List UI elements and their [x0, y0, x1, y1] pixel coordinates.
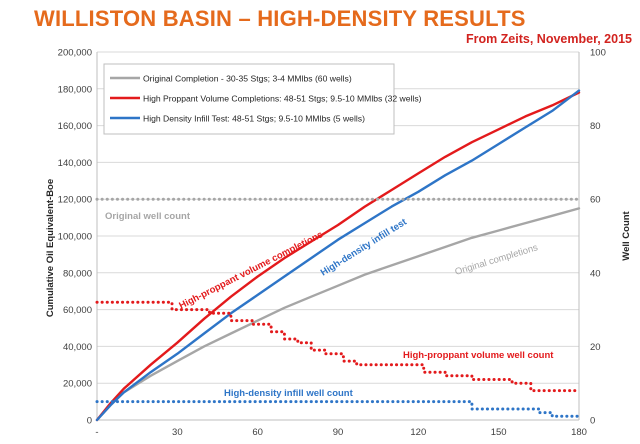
x-tick-label: 60	[252, 427, 263, 438]
y-tick-label: 100,000	[58, 232, 92, 243]
x-tick-label: -	[95, 427, 98, 438]
series-line-1	[95, 91, 581, 422]
y2-tick-label: 20	[590, 342, 601, 353]
y-tick-label: 80,000	[63, 268, 92, 279]
legend-box	[103, 63, 395, 135]
y2-tick-label: 40	[590, 268, 601, 279]
x-tick-label: 90	[333, 427, 344, 438]
annotation-high-proppant-well-count: High-proppant volume well count	[403, 350, 554, 361]
x-tick-label: 180	[571, 427, 587, 438]
y-tick-label: 160,000	[58, 121, 92, 132]
series-line-5	[95, 400, 581, 418]
annotation-original-well-count: Original well count	[105, 211, 191, 222]
chart-title: WILLISTON BASIN – HIGH-DENSITY RESULTS	[34, 6, 526, 31]
y-tick-label: 180,000	[58, 84, 92, 95]
x-tick-label: 120	[410, 427, 426, 438]
x-tick-label: 30	[172, 427, 183, 438]
series-line-0	[95, 207, 581, 422]
y-tick-label: 140,000	[58, 158, 92, 169]
y2-axis-title: Well Count	[621, 210, 632, 260]
y-tick-label: 120,000	[58, 195, 92, 206]
series-line-2	[95, 89, 581, 422]
y-tick-label: 40,000	[63, 342, 92, 353]
y2-tick-label: 80	[590, 121, 601, 132]
legend-label: Original Completion - 30-35 Stgs; 3-4 MM…	[143, 73, 352, 83]
legend-label: High Proppant Volume Completions: 48-51 …	[143, 93, 422, 103]
series-line-4	[95, 300, 581, 393]
y-axis-title: Cumulative Oil Equivalent-Boe	[45, 179, 56, 317]
y2-tick-label: 60	[590, 195, 601, 206]
y-tick-label: 0	[87, 416, 92, 427]
x-tick-label: 150	[491, 427, 507, 438]
y2-tick-label: 100	[590, 48, 606, 59]
y-tick-label: 20,000	[63, 379, 92, 390]
chart-source: From Zeits, November, 2015	[465, 32, 632, 46]
annotation-high-density-well-count: High-density infill well count	[224, 388, 354, 399]
legend-label: High Density Infill Test: 48-51 Stgs; 9.…	[143, 113, 365, 123]
y2-tick-label: 0	[590, 416, 595, 427]
annotation-high-density-infill-test: High-density infill test	[319, 216, 410, 278]
y-tick-label: 200,000	[58, 48, 92, 59]
y-tick-label: 60,000	[63, 305, 92, 316]
